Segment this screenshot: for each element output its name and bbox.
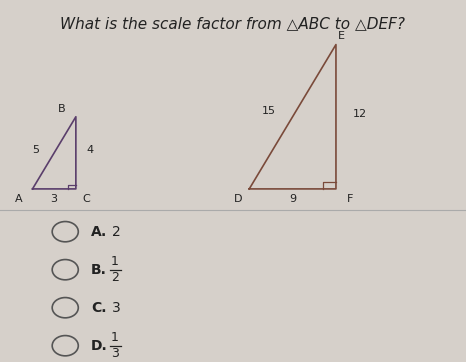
Text: 5: 5 (32, 145, 39, 155)
Text: D: D (234, 194, 243, 204)
Text: F: F (347, 194, 353, 204)
Text: 3: 3 (112, 301, 121, 315)
Text: 9: 9 (289, 194, 296, 204)
Text: D.: D. (91, 339, 108, 353)
Text: 4: 4 (86, 145, 94, 155)
Text: B: B (58, 104, 66, 114)
Text: C.: C. (91, 301, 106, 315)
Text: What is the scale factor from △ABC to △DEF?: What is the scale factor from △ABC to △D… (61, 16, 405, 31)
Text: A.: A. (91, 225, 107, 239)
Text: 1: 1 (111, 331, 119, 344)
Text: 3: 3 (51, 194, 58, 204)
Text: 3: 3 (111, 347, 119, 360)
Text: E: E (338, 30, 345, 41)
Text: 12: 12 (353, 109, 367, 119)
Text: C: C (83, 194, 90, 204)
Text: 2: 2 (112, 225, 121, 239)
Text: 15: 15 (262, 106, 276, 116)
Text: 1: 1 (111, 255, 119, 268)
Text: 2: 2 (111, 271, 119, 284)
Text: A: A (14, 194, 22, 204)
Text: B.: B. (91, 263, 107, 277)
